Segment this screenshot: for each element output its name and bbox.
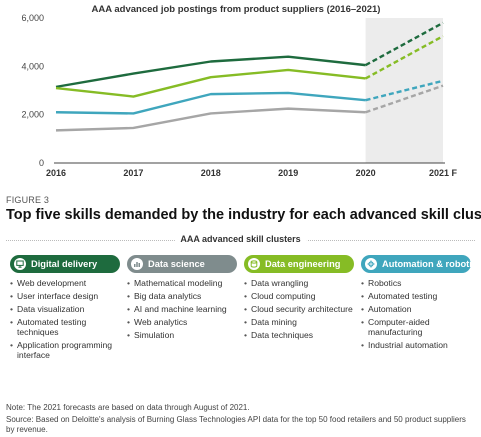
skill-item: Industrial automation: [361, 340, 471, 350]
chart-title: AAA advanced job postings from product s…: [92, 4, 381, 15]
line-chart: AAA advanced job postings from product s…: [21, 4, 458, 178]
skill-item: Data visualization: [10, 304, 120, 314]
y-tick-label: 4,000: [21, 61, 44, 71]
skill-item: Data techniques: [244, 330, 354, 340]
series-line: [55, 107, 366, 132]
data-engineering-icon: [248, 258, 260, 270]
skill-item: User interface design: [10, 291, 120, 301]
series-forecast-line: [365, 84, 444, 114]
series-line: [55, 68, 366, 98]
skill-item: Automation: [361, 304, 471, 314]
skill-item: Cloud computing: [244, 291, 354, 301]
cluster-header: Data engineering: [244, 255, 354, 273]
skill-item: Web analytics: [127, 317, 237, 327]
series-line: [55, 55, 366, 89]
figure-label: FIGURE 3: [6, 195, 50, 205]
skill-item: Application programming interface: [10, 340, 120, 360]
chart-note: Note: The 2021 forecasts are based on da…: [6, 403, 250, 412]
skill-item: Big data analytics: [127, 291, 237, 301]
clusters-title: AAA advanced skill clusters: [174, 234, 307, 244]
skill-list: Mathematical modeling Big data analytics…: [127, 278, 237, 340]
cluster-digital-delivery: Digital delivery Web development User in…: [10, 255, 120, 363]
y-axis-ticks: 0 2,000 4,000 6,000: [21, 13, 44, 168]
cluster-name: Data science: [148, 259, 205, 269]
cluster-data-engineering: Data engineering Data wrangling Cloud co…: [244, 255, 354, 343]
skill-list: Data wrangling Cloud computing Cloud sec…: [244, 278, 354, 340]
clusters-title-bar: AAA advanced skill clusters: [6, 234, 475, 248]
cluster-name: Automation & robotics: [382, 259, 481, 269]
x-axis-ticks: 2016 2017 2018 2019 2020 2021 F: [46, 168, 458, 178]
skill-item: Web development: [10, 278, 120, 288]
skill-item: Cloud security architecture: [244, 304, 354, 314]
cluster-data-science: Data science Mathematical modeling Big d…: [127, 255, 237, 343]
series-forecast-line: [365, 21, 444, 67]
series-line: [55, 91, 366, 115]
data-science-icon: [131, 258, 143, 270]
headline: Top five skills demanded by the industry…: [6, 207, 481, 223]
skill-item: Data mining: [244, 317, 354, 327]
cluster-header: Automation & robotics: [361, 255, 481, 273]
x-tick-label: 2016: [46, 168, 66, 178]
x-tick-label: 2018: [201, 168, 221, 178]
skill-item: Robotics: [361, 278, 471, 288]
x-tick-label: 2020: [356, 168, 376, 178]
cluster-name: Data engineering: [265, 259, 341, 269]
x-tick-label: 2021 F: [429, 168, 458, 178]
skill-clusters: Digital delivery Web development User in…: [10, 255, 481, 395]
x-tick-label: 2017: [123, 168, 143, 178]
chart-source: Source: Based on Deloitte's analysis of …: [6, 415, 466, 434]
series-lines: [55, 21, 444, 132]
automation-robotics-icon: [365, 258, 377, 270]
skill-item: Computer-aided manufacturing: [361, 317, 471, 337]
y-tick-label: 6,000: [21, 13, 44, 23]
series-forecast-line: [365, 35, 444, 80]
skill-item: Data wrangling: [244, 278, 354, 288]
skill-list: Web development User interface design Da…: [10, 278, 120, 360]
cluster-header: Digital delivery: [10, 255, 120, 273]
skill-item: Mathematical modeling: [127, 278, 237, 288]
y-tick-label: 0: [39, 158, 44, 168]
series-forecast-line: [365, 79, 444, 102]
skill-item: Automated testing: [361, 291, 471, 301]
cluster-name: Digital delivery: [31, 259, 98, 269]
skill-item: Simulation: [127, 330, 237, 340]
skill-item: AI and machine learning: [127, 304, 237, 314]
skill-item: Automated testing techniques: [10, 317, 120, 337]
digital-delivery-icon: [14, 258, 26, 270]
skill-list: Robotics Automated testing Automation Co…: [361, 278, 471, 350]
cluster-header: Data science: [127, 255, 237, 273]
cluster-automation-robotics: Automation & robotics Robotics Automated…: [361, 255, 481, 353]
forecast-shading: [365, 18, 443, 163]
y-tick-label: 2,000: [21, 110, 44, 120]
x-tick-label: 2019: [278, 168, 298, 178]
